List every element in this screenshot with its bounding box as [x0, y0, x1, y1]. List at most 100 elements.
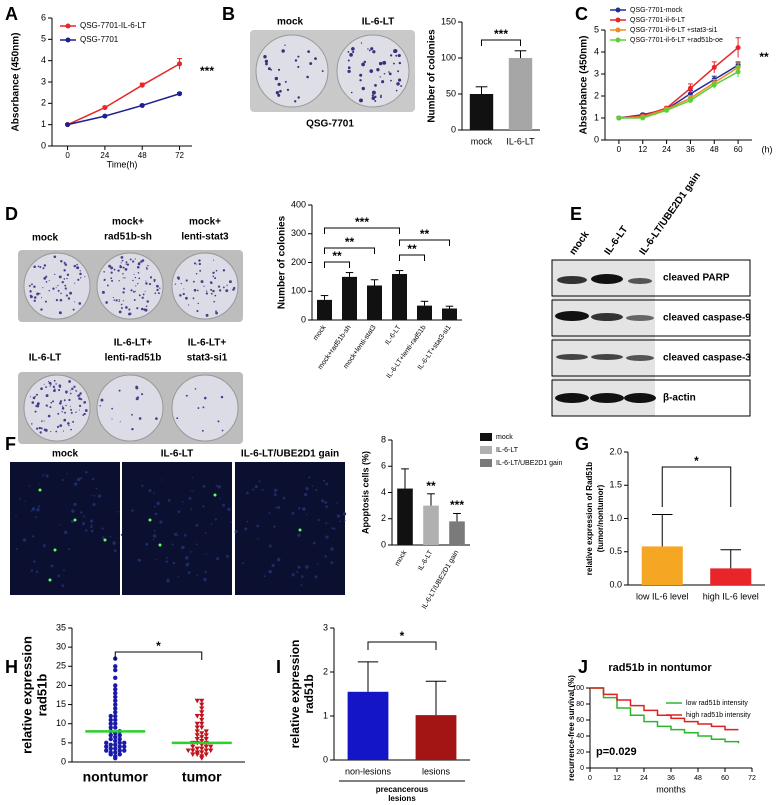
image-dot [119, 421, 121, 423]
x-tick-label: 60 [721, 775, 729, 782]
y-tick-label: 25 [56, 661, 66, 671]
image-dot [111, 279, 114, 282]
image-dot [63, 399, 66, 402]
image-dot [122, 273, 124, 275]
image-dot [229, 521, 232, 524]
image-dot [314, 57, 317, 61]
image-dot [212, 271, 215, 274]
legend-swatch [480, 433, 492, 441]
image-dot [52, 385, 56, 388]
legend-label: QSG-7701-il-6-LT +rad51b-oe [630, 37, 723, 44]
row-label: cleaved PARP [663, 273, 730, 284]
image-dot [79, 392, 82, 395]
legend-label: QSG-7701-il-6-LT +stat3-si1 [630, 27, 718, 34]
x-tick-label: 60 [734, 145, 743, 154]
image-dot [153, 529, 156, 532]
point [190, 748, 196, 754]
image-dot [325, 522, 328, 525]
image-dot [193, 288, 197, 292]
image-dot [38, 426, 41, 430]
image-dot [54, 388, 56, 390]
series-line [590, 687, 739, 731]
image-dot [45, 474, 49, 478]
image-dot [48, 289, 50, 292]
image-dot [297, 65, 300, 68]
image-dot [228, 280, 232, 284]
image-label: IL-6-LT [29, 353, 62, 364]
image-dot [36, 404, 40, 408]
y-tick-label: 35 [56, 622, 66, 632]
image-dot [29, 396, 31, 398]
image-label: mock+ [189, 217, 221, 228]
point [199, 717, 205, 723]
panel-label: B [222, 4, 235, 24]
annotation: ** [332, 249, 342, 263]
image-dot [48, 578, 52, 582]
image-dot [126, 263, 130, 266]
image-dot [31, 423, 33, 425]
image-dot [215, 269, 218, 272]
panel-label: C [575, 4, 588, 24]
point [122, 748, 127, 753]
image-dot [393, 49, 397, 54]
image-dot [185, 563, 189, 567]
image-dot [264, 59, 269, 64]
image-dot [65, 390, 68, 394]
image-dot [43, 420, 45, 422]
point [194, 721, 200, 727]
image-dot [39, 292, 41, 295]
image-dot [277, 82, 281, 86]
image-dot [129, 258, 132, 261]
image-dot [53, 255, 57, 259]
micrograph [122, 462, 232, 595]
image-dot [44, 428, 48, 432]
image-dot [347, 66, 351, 70]
image-dot [78, 397, 81, 400]
series-line [590, 687, 740, 744]
point [108, 713, 113, 719]
annotation: * [156, 639, 161, 653]
plate [255, 34, 329, 108]
image-dot [202, 406, 205, 409]
image-dot [331, 527, 333, 529]
image-dot [61, 584, 65, 588]
image-dot [62, 430, 65, 432]
image-dot [302, 507, 306, 511]
y-tick-label: 400 [291, 199, 306, 209]
image-dot [311, 485, 314, 487]
image-dot [100, 398, 104, 402]
image-dot [29, 290, 32, 293]
image-dot [57, 289, 60, 292]
image-dot [140, 307, 144, 311]
point [113, 750, 118, 755]
image-dot [125, 306, 128, 309]
image-dot [65, 294, 68, 297]
point [102, 105, 108, 111]
blot-area [552, 260, 655, 416]
image-dot [74, 282, 76, 284]
image-dot [68, 424, 70, 427]
image-dot [144, 308, 148, 312]
image-dot [185, 296, 188, 300]
panel-label: G [575, 434, 589, 454]
image-dot [73, 264, 77, 268]
point [108, 717, 113, 723]
image-dot [296, 571, 299, 573]
image-dot [59, 424, 63, 428]
image-dot [137, 282, 139, 285]
legend-label: QSG-7701 [80, 35, 119, 44]
y-tick-label: 2 [323, 666, 328, 676]
x-tick-label: mock [312, 324, 328, 342]
point [113, 717, 118, 723]
x-tick-label: 12 [613, 775, 621, 782]
image-label: IL-6-LT+ [188, 338, 227, 349]
series-line [67, 93, 180, 126]
blot-band [555, 311, 589, 321]
image-dot [214, 277, 217, 280]
image-dot [211, 282, 213, 285]
image-dot [202, 484, 206, 488]
image-dot [204, 531, 207, 534]
y-tick-label: 3 [323, 622, 328, 632]
point [194, 714, 200, 719]
x-tick-label: lesions [422, 766, 451, 776]
